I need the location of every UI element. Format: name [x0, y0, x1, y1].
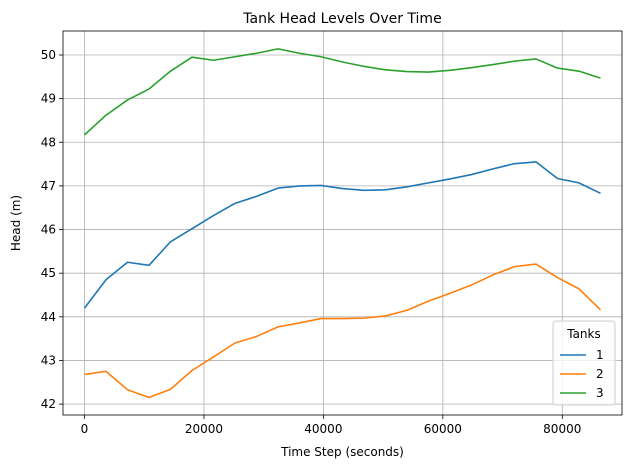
y-tick-label: 47 — [41, 179, 56, 193]
x-tick-label: 20000 — [185, 422, 223, 436]
x-tick-label: 0 — [81, 422, 89, 436]
y-tick-label: 43 — [41, 353, 56, 367]
legend-label-3: 3 — [596, 386, 604, 400]
legend-label-2: 2 — [596, 367, 604, 381]
y-tick-label: 42 — [41, 397, 56, 411]
series-lines — [83, 48, 602, 399]
y-tick-label: 46 — [41, 223, 56, 237]
legend-label-1: 1 — [596, 348, 604, 362]
plot-frame — [62, 30, 623, 416]
x-tick-label: 80000 — [543, 422, 581, 436]
y-axis-label: Head (m) — [9, 195, 23, 251]
x-axis-label: Time Step (seconds) — [280, 445, 404, 459]
y-tick-label: 45 — [41, 266, 56, 280]
y-tick-label: 44 — [41, 310, 56, 324]
series-line-1 — [83, 161, 601, 309]
legend: Tanks 1 2 3 — [552, 320, 616, 406]
y-tick-label: 49 — [41, 92, 56, 106]
legend-title: Tanks — [566, 327, 601, 341]
y-tick-label: 48 — [41, 135, 56, 149]
axis-ticks: 0 20000 40000 60000 80000 42 43 44 45 46 47 48 49 50 — [41, 48, 582, 436]
legend-box — [552, 320, 616, 406]
series-line-3 — [83, 48, 601, 136]
chart-title: Tank Head Levels Over Time — [242, 11, 441, 27]
grid-lines — [63, 31, 622, 415]
x-tick-label: 40000 — [304, 422, 342, 436]
series-line-2 — [84, 263, 602, 399]
x-tick-label: 60000 — [424, 422, 462, 436]
legend-entries: 1 2 3 — [560, 348, 604, 400]
y-tick-label: 50 — [41, 48, 56, 62]
